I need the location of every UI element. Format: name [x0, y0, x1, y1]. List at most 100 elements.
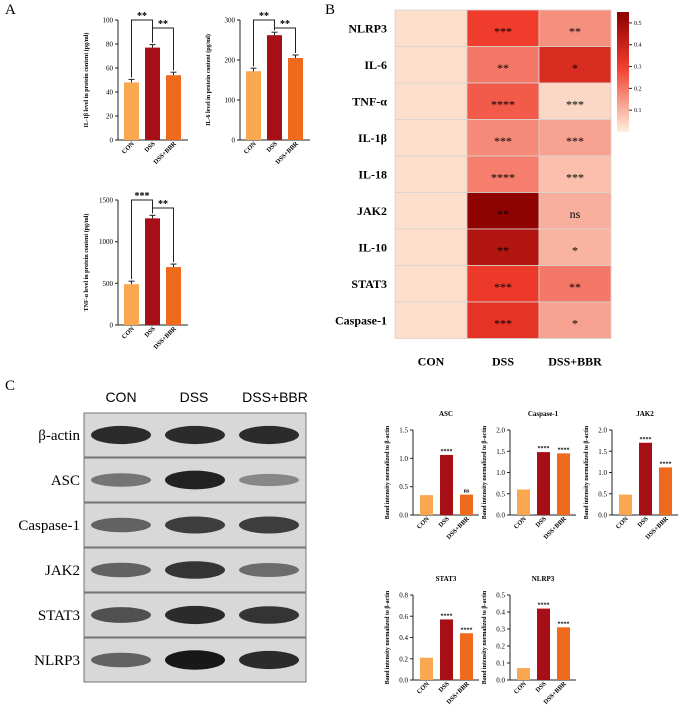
x-tick-label: CON	[416, 680, 431, 695]
bar-chart-tnfa: 0 500 1000 1500 TNF-α level in protein conte…	[83, 191, 188, 351]
bar-chart-jak2: 0.0 0.5 1.0 1.5 2.0 Band intensity normalized…	[584, 410, 678, 541]
heatmap-cell	[394, 82, 468, 120]
y-tick-label: 1.5	[598, 448, 607, 456]
x-tick-label: DSS+BBR	[152, 140, 178, 166]
heatmap-row-label: STAT3	[351, 277, 387, 291]
blot-band	[91, 652, 151, 668]
chart-title: JAK2	[636, 410, 654, 418]
colorbar-tick-label: 0.3	[634, 65, 642, 71]
bar-chart-il1b: 0 20 40 60 80 100 IL-1β level in protein conte…	[83, 11, 188, 166]
bar-con	[246, 71, 261, 140]
heatmap-significance: ***	[494, 280, 512, 294]
y-axis-label: Band intensity normalized to β-actin	[385, 590, 391, 684]
blot-band	[91, 517, 151, 533]
heatmap-cell	[466, 265, 540, 303]
colorbar-tick-label: 0.2	[634, 86, 642, 92]
heatmap-cell	[466, 192, 540, 230]
comparison-significance: **	[158, 199, 168, 210]
y-tick-label: 1.0	[496, 469, 505, 477]
heatmap-row-label: JAK2	[357, 204, 387, 218]
y-tick-label: 0.8	[399, 592, 408, 600]
y-tick-label: 0.6	[399, 613, 408, 621]
bar-con	[124, 284, 139, 325]
y-tick-label: 0.3	[496, 626, 505, 634]
heatmap-row-label: IL-6	[364, 58, 387, 72]
heatmap-column-label: CON	[418, 355, 445, 369]
y-tick-label: 0.2	[496, 643, 505, 651]
y-tick-label: 0	[110, 137, 114, 145]
heatmap-cell	[394, 265, 468, 303]
x-tick-label: CON	[513, 515, 528, 530]
blot-band	[91, 562, 151, 578]
heatmap-cell	[466, 228, 540, 266]
bar-dss	[440, 619, 453, 680]
chart-title: Caspase-1	[528, 410, 559, 418]
colorbar-tick-label: 0.1	[634, 108, 642, 114]
comparison-bracket	[152, 27, 174, 71]
blot-row-label: STAT3	[38, 608, 80, 624]
y-tick-label: 1.0	[598, 469, 607, 477]
heatmap-row-label: NLRP3	[348, 21, 387, 35]
heatmap-cell	[538, 228, 612, 266]
heatmap-significance: *	[572, 61, 578, 75]
heatmap-significance: ***	[494, 24, 512, 38]
heatmap-significance: *	[572, 316, 578, 330]
heatmap-cell	[538, 301, 612, 339]
y-tick-label: 60	[106, 65, 114, 73]
blot-band	[165, 605, 225, 625]
comparison-bracket	[152, 207, 174, 263]
bar-dss-bbr	[166, 75, 181, 140]
bar-dss	[537, 608, 550, 680]
bar-dss-bbr	[288, 58, 303, 140]
bar-chart-stat3: 0.0 0.2 0.4 0.6 0.8 Band intensity normalized…	[385, 575, 479, 706]
bar-dss-bbr	[659, 467, 672, 515]
chart-title: NLRP3	[532, 575, 555, 583]
heatmap-column-label: DSS	[492, 355, 514, 369]
x-tick-label: DSS+BBR	[274, 140, 300, 166]
bar-significance: ****	[660, 461, 672, 467]
bar-significance: ****	[538, 603, 550, 609]
heatmap-row-label: Caspase-1	[335, 313, 387, 327]
colorbar-tick-label: 0.4	[634, 43, 642, 49]
heatmap-cell	[394, 192, 468, 230]
y-tick-label: 0.5	[399, 483, 408, 491]
y-tick-label: 2.0	[598, 427, 607, 435]
y-axis-label: Band intensity normalized to β-actin	[584, 425, 590, 519]
y-tick-label: 1.0	[399, 455, 408, 463]
heatmap-row-label: TNF-α	[352, 94, 387, 108]
y-tick-label: 0.5	[598, 490, 607, 498]
y-tick-label: 0.0	[598, 512, 607, 520]
blot-band	[165, 650, 225, 670]
bar-significance: ****	[558, 447, 570, 453]
bar-con	[517, 668, 530, 680]
heatmap-significance: ***	[566, 97, 584, 111]
blot-row-label: Caspase-1	[18, 518, 80, 534]
blot-band	[165, 516, 225, 534]
heatmap-cell	[538, 119, 612, 157]
heatmap-cell	[394, 119, 468, 157]
x-tick-label: DSS	[266, 140, 280, 154]
x-tick-label: DSS	[637, 515, 651, 529]
comparison-significance: **	[158, 19, 168, 30]
y-tick-label: 0.0	[399, 677, 408, 685]
y-tick-label: 0.5	[496, 490, 505, 498]
y-tick-label: 0.4	[399, 634, 408, 642]
panel-label-c: C	[5, 378, 15, 394]
y-axis-label: TNF-α level in protein content (pg/ml)	[83, 214, 90, 312]
heatmap-significance: **	[497, 243, 509, 257]
heatmap-cell	[538, 265, 612, 303]
colorbar	[617, 12, 629, 132]
bar-chart-il6: 0 100 200 300 IL-6 level in protein content …	[205, 11, 310, 166]
blot-row-label: β-actin	[38, 428, 80, 444]
y-tick-label: 100	[225, 97, 236, 105]
heatmap-significance: ***	[566, 170, 584, 184]
x-tick-label: CON	[615, 515, 630, 530]
bar-con	[124, 82, 139, 140]
heatmap-cell	[394, 228, 468, 266]
x-tick-label: DSS	[438, 515, 452, 529]
x-tick-label: CON	[121, 325, 136, 340]
comparison-significance: **	[137, 11, 147, 22]
heatmap-column-label: DSS+BBR	[548, 355, 602, 369]
y-tick-label: 1.5	[399, 427, 408, 435]
